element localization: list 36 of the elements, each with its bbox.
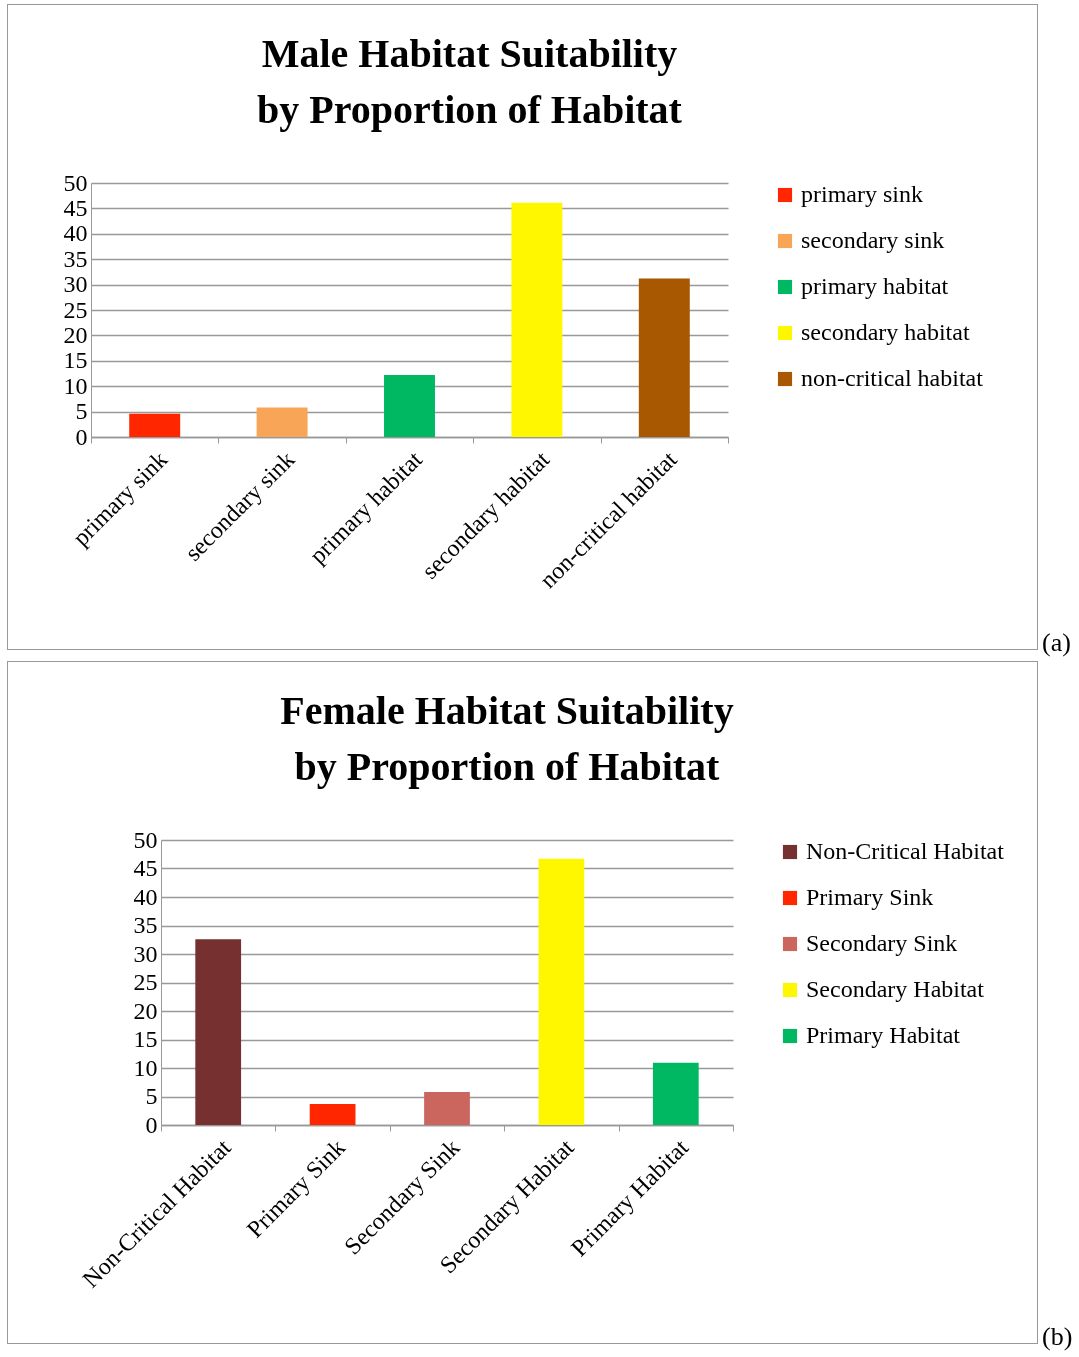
y-tick-label: 40 <box>63 220 88 247</box>
y-tick-label: 5 <box>145 1083 158 1109</box>
y-tick-label: 35 <box>133 912 158 938</box>
chart-title: Male Habitat Suitability by Proportion of Habitat <box>257 31 683 132</box>
y-tick-label: 5 <box>75 398 88 425</box>
legend-label: secondary habitat <box>801 319 970 345</box>
y-tick-label: 45 <box>133 855 158 881</box>
text: (b) <box>1042 1322 1073 1352</box>
y-tick-label: 10 <box>133 1054 158 1081</box>
y-tick-label: 50 <box>63 169 88 196</box>
chart-title: Female Habitat Suitability by Proportion of Habitat <box>280 688 734 789</box>
legend-label: primary habitat <box>801 273 949 299</box>
y-tick-label: 35 <box>63 245 88 272</box>
legend-label: Secondary Habitat <box>806 976 985 1002</box>
legend-label: Primary Sink <box>806 884 934 910</box>
y-tick-label: 15 <box>63 347 88 374</box>
text: (a) <box>1042 628 1071 658</box>
y-tick-label: 50 <box>133 826 158 853</box>
y-tick-label: 40 <box>133 883 158 910</box>
legend-label: secondary sink <box>801 227 945 253</box>
y-tick-label: 0 <box>145 1111 158 1138</box>
y-tick-label: 15 <box>133 1026 158 1052</box>
y-tick-label: 30 <box>63 271 88 298</box>
y-tick-label: 45 <box>63 194 88 221</box>
legend-label: Primary Habitat <box>806 1022 961 1048</box>
y-tick-label: 10 <box>63 372 88 399</box>
y-tick-label: 25 <box>63 296 88 323</box>
legend-label: Secondary Sink <box>806 930 958 956</box>
y-tick-label: 20 <box>63 321 88 348</box>
legend-label: primary sink <box>801 181 923 207</box>
y-tick-label: 30 <box>133 940 158 967</box>
legend-label: Non-Critical Habitat <box>806 838 1005 864</box>
legend-label: non-critical habitat <box>801 365 984 391</box>
y-tick-label: 25 <box>133 969 158 995</box>
y-tick-label: 0 <box>75 423 88 450</box>
y-tick-label: 20 <box>133 997 158 1024</box>
